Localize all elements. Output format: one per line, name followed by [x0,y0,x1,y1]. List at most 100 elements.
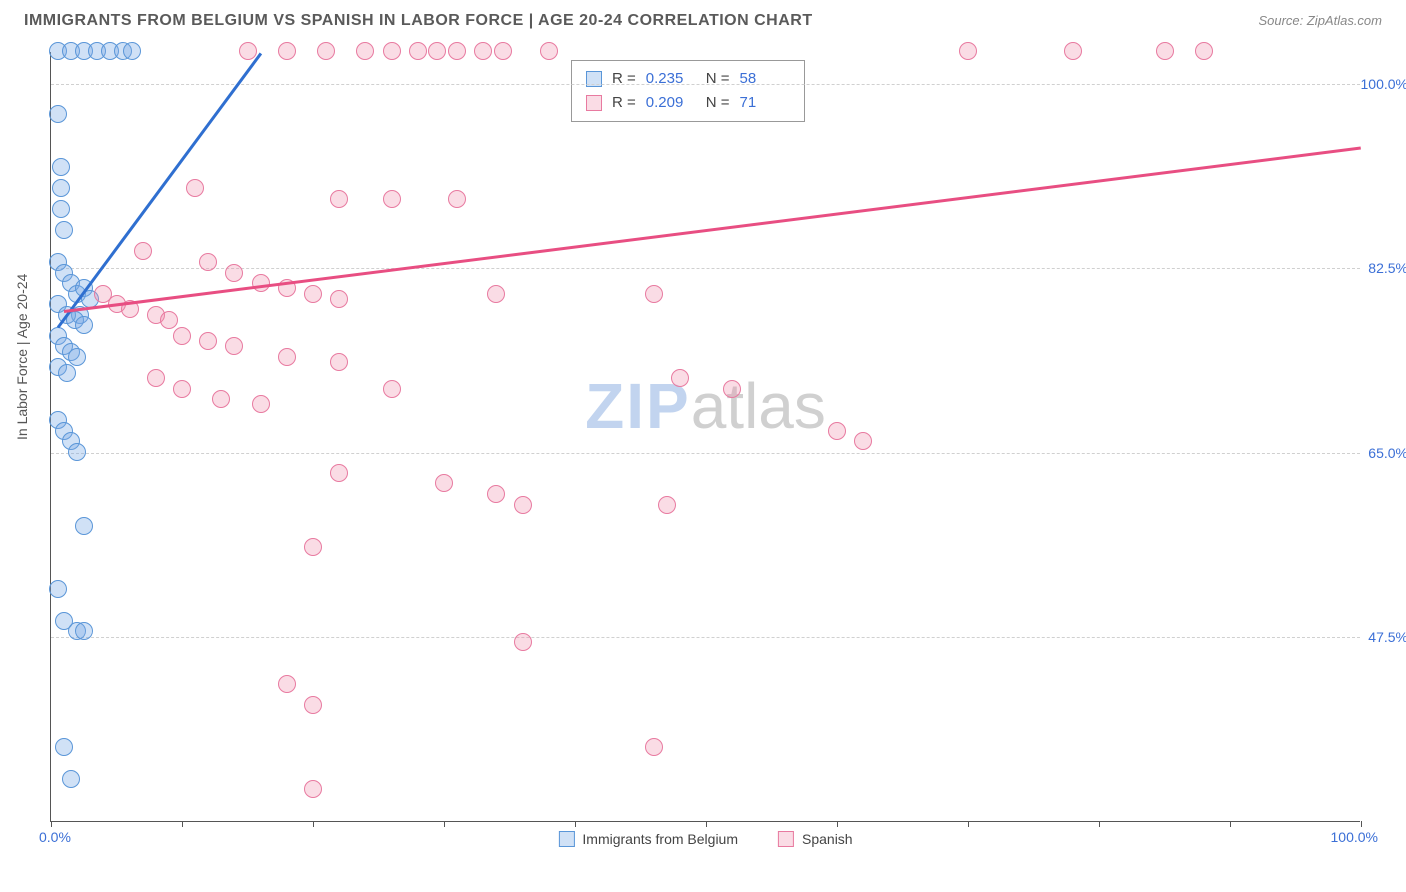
scatter-point-spanish [330,290,348,308]
scatter-point-spanish [409,42,427,60]
scatter-point-belgium [49,580,67,598]
scatter-point-spanish [671,369,689,387]
scatter-point-belgium [52,179,70,197]
scatter-point-belgium [75,316,93,334]
y-axis-label: In Labor Force | Age 20-24 [14,274,30,440]
source-attribution: Source: ZipAtlas.com [1258,13,1382,28]
x-tick [837,821,838,827]
scatter-point-spanish [317,42,335,60]
scatter-point-spanish [278,42,296,60]
chart-header: IMMIGRANTS FROM BELGIUM VS SPANISH IN LA… [0,0,1406,36]
x-tick [1230,821,1231,827]
scatter-point-spanish [304,696,322,714]
scatter-point-spanish [383,190,401,208]
scatter-point-belgium [55,738,73,756]
legend-item-belgium: Immigrants from Belgium [558,831,738,847]
scatter-point-spanish [356,42,374,60]
scatter-point-spanish [225,337,243,355]
y-tick-label: 65.0% [1348,445,1406,461]
scatter-point-belgium [75,622,93,640]
x-axis-max: 100.0% [1331,829,1378,845]
scatter-point-spanish [147,369,165,387]
trend-line-spanish [64,147,1361,313]
scatter-point-spanish [173,327,191,345]
scatter-point-spanish [540,42,558,60]
scatter-point-spanish [199,253,217,271]
scatter-point-spanish [514,496,532,514]
correlation-legend: R = 0.235 N = 58 R = 0.209 N = 71 [571,60,805,122]
scatter-point-belgium [55,221,73,239]
scatter-point-spanish [487,285,505,303]
scatter-point-belgium [75,517,93,535]
scatter-point-spanish [252,395,270,413]
scatter-point-spanish [134,242,152,260]
legend-item-spanish: Spanish [778,831,853,847]
x-tick [1099,821,1100,827]
x-tick [313,821,314,827]
x-tick [575,821,576,827]
scatter-point-spanish [1156,42,1174,60]
scatter-point-spanish [186,179,204,197]
scatter-point-spanish [304,538,322,556]
y-tick-label: 100.0% [1348,76,1406,92]
x-tick [444,821,445,827]
scatter-point-spanish [330,464,348,482]
x-tick [968,821,969,827]
scatter-point-belgium [68,348,86,366]
scatter-point-belgium [52,158,70,176]
scatter-point-spanish [225,264,243,282]
scatter-point-spanish [160,311,178,329]
scatter-point-spanish [723,380,741,398]
scatter-point-spanish [304,285,322,303]
swatch-spanish [778,831,794,847]
scatter-point-spanish [239,42,257,60]
scatter-point-belgium [123,42,141,60]
scatter-point-spanish [448,190,466,208]
gridline [51,637,1360,638]
scatter-point-spanish [252,274,270,292]
x-tick [706,821,707,827]
scatter-point-spanish [494,42,512,60]
scatter-point-spanish [199,332,217,350]
y-tick-label: 82.5% [1348,260,1406,276]
watermark: ZIPatlas [585,369,826,443]
scatter-point-spanish [383,42,401,60]
scatter-point-belgium [58,364,76,382]
chart-title: IMMIGRANTS FROM BELGIUM VS SPANISH IN LA… [24,12,813,30]
legend-row-spanish: R = 0.209 N = 71 [586,91,790,115]
scatter-point-spanish [959,42,977,60]
scatter-point-spanish [173,380,191,398]
gridline [51,453,1360,454]
x-tick [182,821,183,827]
series-legend: Immigrants from Belgium Spanish [558,831,852,847]
scatter-point-spanish [487,485,505,503]
scatter-point-spanish [330,353,348,371]
scatter-point-spanish [278,348,296,366]
scatter-point-spanish [278,675,296,693]
scatter-point-spanish [828,422,846,440]
scatter-point-spanish [448,42,466,60]
scatter-point-spanish [658,496,676,514]
y-tick-label: 47.5% [1348,629,1406,645]
scatter-point-spanish [645,285,663,303]
scatter-point-belgium [68,443,86,461]
swatch-spanish [586,95,602,111]
scatter-point-belgium [52,200,70,218]
scatter-chart: ZIPatlas R = 0.235 N = 58 R = 0.209 N = … [50,52,1360,822]
gridline [51,84,1360,85]
x-axis-min: 0.0% [39,829,71,845]
scatter-point-spanish [330,190,348,208]
scatter-point-belgium [62,770,80,788]
scatter-point-spanish [435,474,453,492]
x-tick [1361,821,1362,827]
trend-line-belgium [56,53,261,329]
x-tick [51,821,52,827]
scatter-point-belgium [49,105,67,123]
scatter-point-spanish [474,42,492,60]
scatter-point-spanish [1195,42,1213,60]
scatter-point-spanish [212,390,230,408]
scatter-point-spanish [645,738,663,756]
gridline [51,268,1360,269]
scatter-point-spanish [514,633,532,651]
scatter-point-spanish [304,780,322,798]
